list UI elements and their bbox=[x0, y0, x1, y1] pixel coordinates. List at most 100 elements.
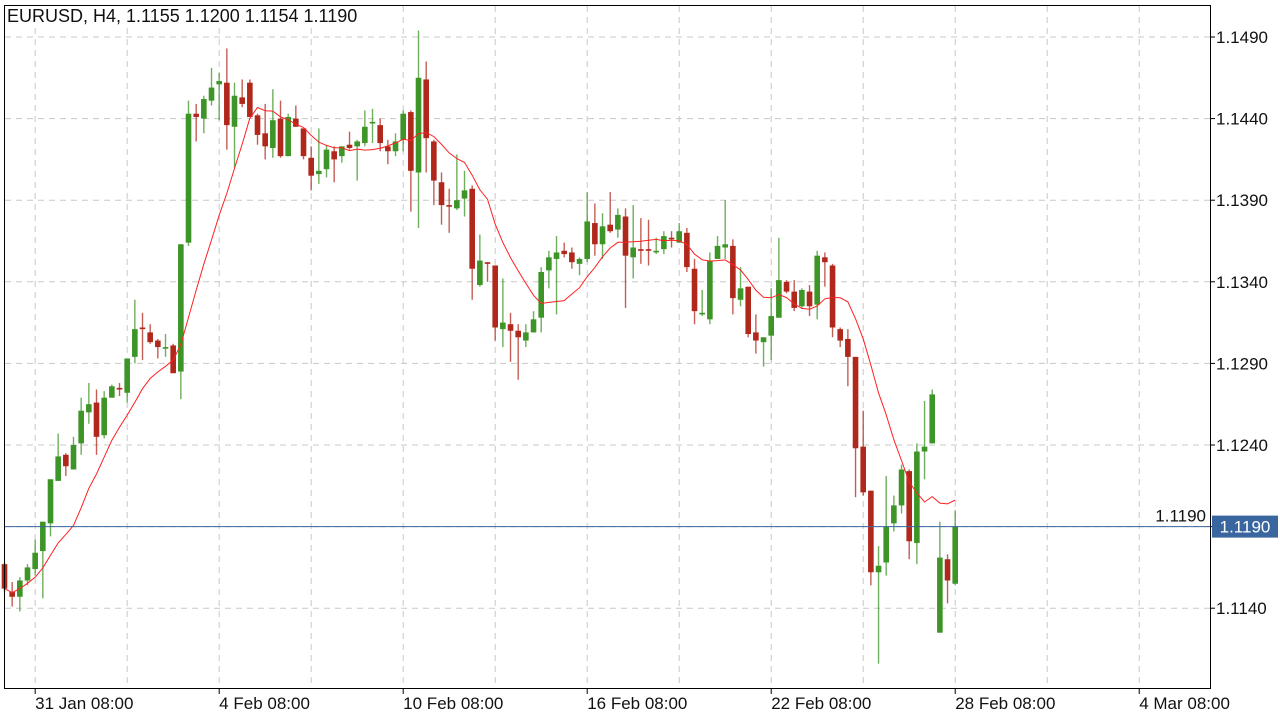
candle-bearish bbox=[385, 139, 391, 165]
candle-bullish bbox=[101, 391, 107, 439]
y-tick-label: 1.1490 bbox=[1216, 28, 1268, 47]
candle-bearish bbox=[170, 343, 176, 374]
candle-bullish bbox=[599, 213, 606, 259]
candle-bearish bbox=[860, 410, 867, 496]
candle-body bbox=[538, 272, 544, 318]
candle-body bbox=[124, 358, 130, 393]
candle-body bbox=[132, 329, 138, 357]
candle-bearish bbox=[507, 312, 514, 362]
candle-body bbox=[147, 332, 153, 343]
candle-bullish bbox=[921, 400, 928, 480]
candle-body bbox=[891, 505, 897, 524]
time-axis[interactable]: 31 Jan 08:00 4 Feb 08:00 10 Feb 08:00 16 Fe… bbox=[34, 689, 1230, 713]
candle-body bbox=[875, 565, 882, 573]
x-tick-label: 22 Feb 08:00 bbox=[771, 694, 871, 713]
candle-bullish bbox=[392, 133, 399, 157]
candle-bullish bbox=[178, 244, 184, 400]
candle-bearish bbox=[147, 324, 153, 344]
candle-bullish bbox=[285, 113, 291, 157]
candle-bullish bbox=[546, 250, 552, 289]
x-tick-label: 4 Feb 08:00 bbox=[219, 694, 310, 713]
candle-bearish bbox=[224, 48, 230, 150]
candle-bullish bbox=[24, 564, 31, 586]
candle-bullish bbox=[707, 252, 713, 325]
candle-bearish bbox=[262, 103, 268, 160]
candle-body bbox=[47, 479, 54, 524]
candles bbox=[1, 30, 959, 664]
candle-body bbox=[906, 471, 913, 542]
candle-bullish bbox=[653, 237, 659, 255]
candle-bearish bbox=[592, 203, 598, 256]
candle-body bbox=[139, 327, 146, 330]
candle-body bbox=[768, 316, 774, 336]
candle-body bbox=[668, 237, 675, 240]
candle-body bbox=[730, 245, 736, 299]
candle-bearish bbox=[691, 258, 698, 325]
candle-bearish bbox=[829, 263, 836, 338]
candle-body bbox=[316, 170, 322, 175]
candle-bullish bbox=[676, 223, 682, 243]
candle-body bbox=[707, 260, 713, 320]
candle-body bbox=[914, 451, 920, 543]
candle-body bbox=[377, 125, 383, 144]
candle-body bbox=[500, 322, 506, 330]
moving-average-line bbox=[4, 106, 956, 594]
candle-bullish bbox=[55, 433, 61, 481]
candle-body bbox=[699, 312, 705, 315]
candle-bearish bbox=[139, 312, 146, 361]
candle-body bbox=[446, 205, 452, 207]
y-tick-label: 1.1190 bbox=[1155, 507, 1206, 526]
candle-body bbox=[300, 128, 307, 157]
candle-body bbox=[208, 87, 215, 101]
candle-bullish bbox=[369, 108, 376, 144]
candle-body bbox=[323, 149, 330, 170]
candle-body bbox=[684, 232, 690, 268]
candle-body bbox=[737, 288, 744, 300]
current-price-label: 1.1190 bbox=[1220, 518, 1271, 537]
candle-bearish bbox=[730, 239, 736, 315]
candle-body bbox=[937, 557, 943, 633]
candle-body bbox=[630, 247, 636, 258]
candle-body bbox=[9, 591, 15, 597]
candle-bearish bbox=[515, 324, 521, 380]
candle-bearish bbox=[469, 185, 475, 300]
candle-body bbox=[461, 190, 468, 199]
candle-bearish bbox=[193, 103, 199, 142]
current-price-label-bg bbox=[1212, 515, 1278, 538]
candle-body bbox=[868, 490, 874, 573]
y-tick-label: 1.1390 bbox=[1216, 191, 1268, 210]
candle-body bbox=[791, 291, 798, 308]
candle-bearish bbox=[668, 231, 675, 248]
candle-body bbox=[24, 567, 31, 581]
candle-bearish bbox=[806, 285, 813, 317]
candle-body bbox=[638, 249, 644, 251]
candle-bearish bbox=[239, 79, 245, 108]
candle-body bbox=[162, 347, 169, 349]
candle-bearish bbox=[822, 252, 828, 287]
candle-bullish bbox=[362, 110, 368, 147]
candle-body bbox=[270, 120, 276, 148]
candle-body bbox=[346, 144, 353, 148]
candle-body bbox=[438, 182, 445, 206]
candle-body bbox=[592, 223, 598, 245]
candle-body bbox=[822, 257, 828, 263]
candle-body bbox=[109, 386, 115, 398]
candle-body bbox=[569, 252, 575, 263]
candle-body bbox=[615, 214, 621, 230]
candle-bullish bbox=[109, 384, 115, 398]
candle-bullish bbox=[500, 278, 506, 348]
candle-bearish bbox=[247, 79, 253, 117]
candle-body bbox=[254, 115, 261, 135]
candle-body bbox=[753, 332, 759, 341]
candle-body bbox=[293, 118, 299, 127]
candle-body bbox=[262, 133, 268, 147]
candle-bearish bbox=[308, 146, 314, 191]
candle-bearish bbox=[645, 219, 652, 266]
candle-body bbox=[78, 410, 84, 444]
candle-body bbox=[492, 265, 498, 328]
chart-title: EURUSD, H4, 1.1155 1.1200 1.1154 1.1190 bbox=[7, 6, 360, 27]
price-axis[interactable]: 1.1490 1.1440 1.1390 1.1340 1.1290 1.1240 1.11… bbox=[1155, 28, 1268, 618]
candle-body bbox=[546, 257, 552, 271]
candle-body bbox=[408, 112, 414, 171]
